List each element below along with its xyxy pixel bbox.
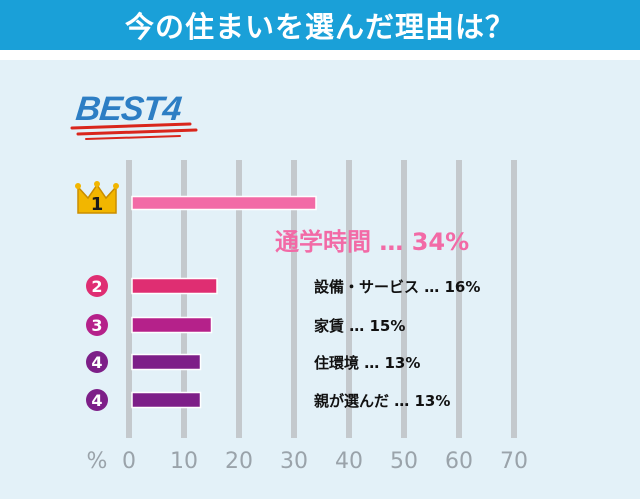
data-label: 親が選んだ … 13% bbox=[314, 392, 450, 410]
rank-number: 1 bbox=[91, 194, 104, 215]
crown-icon bbox=[77, 183, 117, 214]
data-label: 住環境 … 13% bbox=[314, 354, 420, 372]
bar-1 bbox=[131, 195, 317, 211]
bar-5 bbox=[131, 391, 202, 409]
x-tick-label: 50 bbox=[390, 449, 418, 474]
rank-circle bbox=[86, 389, 108, 411]
rank-circle bbox=[86, 314, 108, 336]
x-tick-label: 0 bbox=[122, 449, 136, 474]
data-label: 通学時間 … 34% bbox=[275, 228, 469, 256]
rank-circle bbox=[86, 351, 108, 373]
crown-jewel bbox=[113, 183, 119, 189]
page-title: 今の住まいを選んだ理由は？ bbox=[0, 0, 640, 50]
x-tick-label: 10 bbox=[170, 449, 198, 474]
bar-2 bbox=[131, 277, 218, 295]
bar-3 bbox=[131, 316, 213, 334]
x-tick-label: 60 bbox=[445, 449, 473, 474]
badge-underline bbox=[70, 122, 192, 130]
x-tick-label: 70 bbox=[500, 449, 528, 474]
data-label: 設備・サービス … 16% bbox=[314, 278, 480, 296]
badge-underline bbox=[76, 128, 198, 136]
x-tick-label: 30 bbox=[280, 449, 308, 474]
bar-4 bbox=[131, 353, 202, 371]
x-tick-label: 40 bbox=[335, 449, 363, 474]
x-axis-label: % bbox=[87, 449, 108, 474]
badge-underline bbox=[85, 135, 181, 140]
crown-jewel bbox=[94, 181, 100, 187]
data-label: 家賃 … 15% bbox=[314, 317, 405, 335]
rank-number: 4 bbox=[91, 391, 102, 410]
rank-number: 3 bbox=[91, 316, 102, 335]
x-tick-label: 20 bbox=[225, 449, 253, 474]
rank-number: 2 bbox=[91, 277, 102, 296]
rank-number: 4 bbox=[91, 353, 102, 372]
crown-jewel bbox=[75, 183, 81, 189]
rank-circle bbox=[86, 275, 108, 297]
